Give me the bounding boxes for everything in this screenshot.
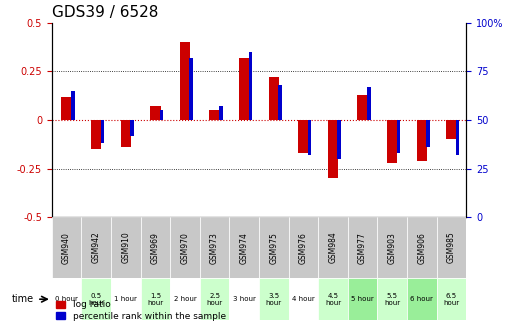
Bar	[100, 120, 104, 143]
Text: GSM940: GSM940	[62, 232, 71, 264]
Bar	[269, 77, 279, 120]
FancyBboxPatch shape	[200, 217, 229, 278]
FancyBboxPatch shape	[318, 278, 348, 320]
FancyBboxPatch shape	[170, 217, 200, 278]
Text: 5 hour: 5 hour	[351, 296, 374, 302]
Text: GSM984: GSM984	[328, 232, 338, 264]
Bar	[397, 120, 400, 153]
FancyBboxPatch shape	[318, 217, 348, 278]
Bar	[160, 110, 163, 120]
Text: GSM970: GSM970	[180, 232, 190, 264]
Text: 3.5
hour: 3.5 hour	[266, 293, 282, 306]
FancyBboxPatch shape	[378, 217, 407, 278]
Text: GSM942: GSM942	[92, 232, 100, 264]
Text: 0.5
hour: 0.5 hour	[88, 293, 104, 306]
Text: GSM974: GSM974	[240, 232, 249, 264]
FancyBboxPatch shape	[378, 278, 407, 320]
FancyBboxPatch shape	[140, 217, 170, 278]
Bar	[278, 85, 282, 120]
FancyBboxPatch shape	[407, 278, 437, 320]
Bar	[328, 120, 338, 178]
Text: GDS39 / 6528: GDS39 / 6528	[52, 5, 158, 20]
Text: GSM975: GSM975	[269, 232, 278, 264]
FancyBboxPatch shape	[200, 278, 229, 320]
FancyBboxPatch shape	[229, 278, 259, 320]
Bar	[387, 120, 397, 163]
FancyBboxPatch shape	[52, 217, 81, 278]
Text: GSM976: GSM976	[299, 232, 308, 264]
Bar	[308, 120, 311, 155]
Bar	[426, 120, 430, 147]
Text: 1 hour: 1 hour	[114, 296, 137, 302]
Text: 4.5
hour: 4.5 hour	[325, 293, 341, 306]
Bar	[91, 120, 102, 149]
Text: GSM985: GSM985	[447, 232, 456, 264]
Text: 2 hour: 2 hour	[174, 296, 196, 302]
Text: GSM906: GSM906	[418, 232, 426, 264]
FancyBboxPatch shape	[111, 217, 140, 278]
FancyBboxPatch shape	[348, 217, 378, 278]
Bar	[71, 91, 75, 120]
Bar	[337, 120, 341, 159]
Text: GSM910: GSM910	[121, 232, 131, 264]
FancyBboxPatch shape	[81, 217, 111, 278]
Bar	[298, 120, 309, 153]
FancyBboxPatch shape	[170, 278, 200, 320]
Text: 6 hour: 6 hour	[410, 296, 433, 302]
Bar	[209, 110, 220, 120]
FancyBboxPatch shape	[259, 278, 289, 320]
Bar	[446, 120, 456, 140]
FancyBboxPatch shape	[140, 278, 170, 320]
FancyBboxPatch shape	[259, 217, 289, 278]
Bar	[219, 107, 223, 120]
Text: GSM969: GSM969	[151, 232, 160, 264]
Bar	[367, 87, 370, 120]
Text: time: time	[12, 294, 34, 304]
FancyBboxPatch shape	[289, 278, 318, 320]
Legend: log ratio, percentile rank within the sample: log ratio, percentile rank within the sa…	[56, 300, 226, 321]
Bar	[180, 42, 190, 120]
Bar	[121, 120, 131, 147]
Text: 3 hour: 3 hour	[233, 296, 256, 302]
Text: 6.5
hour: 6.5 hour	[443, 293, 459, 306]
Text: 4 hour: 4 hour	[292, 296, 315, 302]
Bar	[62, 97, 72, 120]
FancyBboxPatch shape	[52, 278, 81, 320]
Bar	[249, 52, 252, 120]
Bar	[357, 95, 368, 120]
Bar	[456, 120, 459, 155]
Bar	[416, 120, 427, 161]
Bar	[190, 58, 193, 120]
Text: 2.5
hour: 2.5 hour	[207, 293, 223, 306]
Text: GSM903: GSM903	[387, 232, 397, 264]
Bar	[130, 120, 134, 136]
FancyBboxPatch shape	[111, 278, 140, 320]
Text: 5.5
hour: 5.5 hour	[384, 293, 400, 306]
FancyBboxPatch shape	[81, 278, 111, 320]
Text: 0 hour: 0 hour	[55, 296, 78, 302]
Text: GSM977: GSM977	[358, 232, 367, 264]
Text: 1.5
hour: 1.5 hour	[147, 293, 164, 306]
FancyBboxPatch shape	[407, 217, 437, 278]
FancyBboxPatch shape	[289, 217, 318, 278]
Text: GSM973: GSM973	[210, 232, 219, 264]
FancyBboxPatch shape	[348, 278, 378, 320]
FancyBboxPatch shape	[229, 217, 259, 278]
FancyBboxPatch shape	[437, 217, 466, 278]
Bar	[150, 107, 161, 120]
Bar	[239, 58, 249, 120]
FancyBboxPatch shape	[437, 278, 466, 320]
